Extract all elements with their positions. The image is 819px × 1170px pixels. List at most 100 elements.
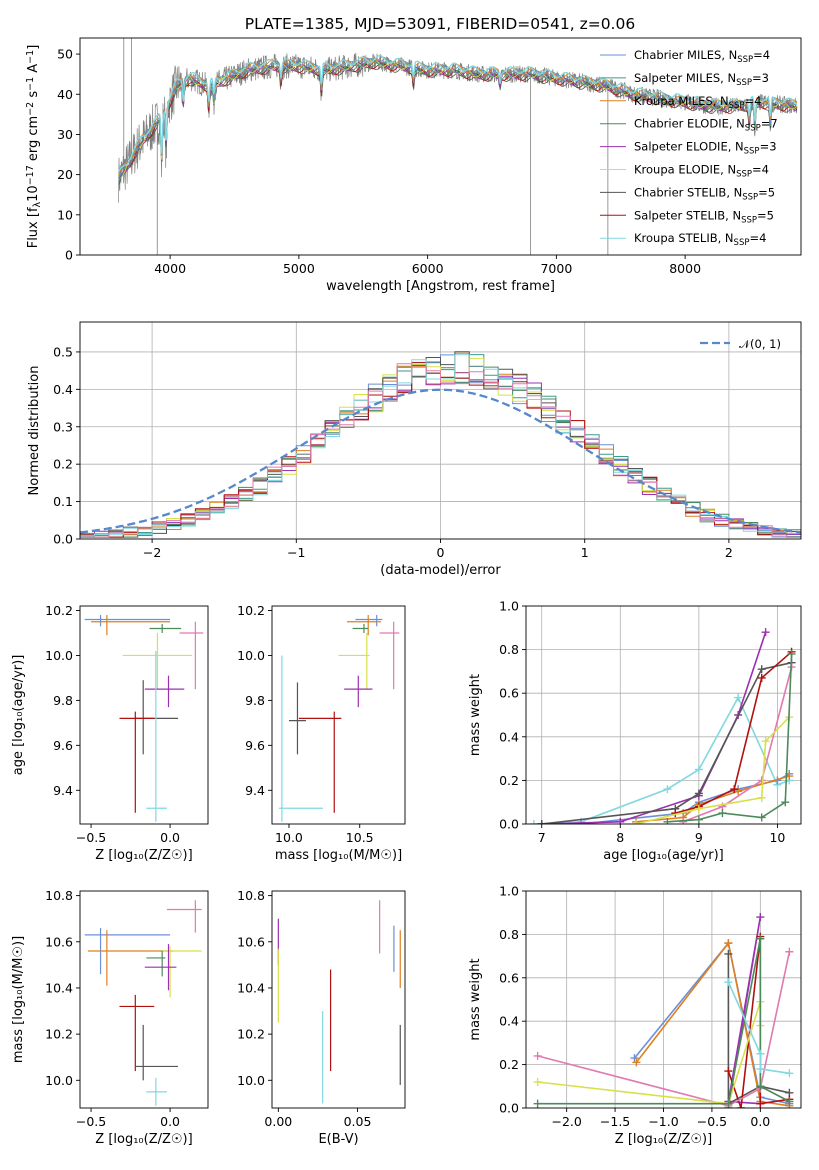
y-tick-label: 1.0 [499,599,519,614]
y-tick-label: 9.8 [245,693,265,708]
errorbar-kroupa-miles [346,614,381,636]
axes-frame [79,321,802,540]
weight-marker [761,628,770,637]
weight-marker [577,820,585,824]
x-axis-label: Z [log₁₀(Z/Z☉)] [95,848,192,863]
x-tick-label: −0.5 [76,830,106,845]
weight-series-chabrier-elodie [533,934,794,1108]
y-tick-label: 9.4 [245,783,265,798]
y-tick-label: 10.6 [45,934,73,949]
plot-area-z-mass [84,900,202,1106]
errorbar-chabrier-stelib [135,680,178,755]
x-tick-label: 4000 [154,261,186,276]
weight-series-chabrier-elodie [663,649,796,824]
y-tick-label: 0.4 [499,1014,519,1029]
errorbar-kroupa-stelib [146,1077,167,1106]
axes-frame [79,890,209,1109]
weight-marker [757,673,766,682]
errorbar-kroupa-miles [91,614,171,636]
axes-z-weight: −2.0 −1.5 −1.0 −0.5 0.0 0.0 0.2 0.4 0.6 0.8 1.0 Z [… [468,884,802,1147]
weight-marker [533,1077,542,1086]
y-tick-label: 0.0 [499,1101,519,1116]
weight-line [667,653,793,823]
weight-marker [537,820,546,824]
x-tick-label: −0.5 [76,1114,106,1129]
errorbar-chabrier-elodie [146,951,166,977]
x-tick-label: 8000 [669,261,701,276]
weight-line [537,951,791,1107]
weight-series-salpeter-stelib [671,647,796,818]
y-tick-label: 10.0 [45,1073,73,1088]
weight-marker [756,934,765,943]
x-tick-label: 9 [695,830,703,845]
spectrum-legend: Chabrier MILES, NSSP=4 Salpeter MILES, NS… [600,48,778,248]
legend-entry: Chabrier STELIB, NSSP=5 [634,185,775,202]
errorbar-salpeter-elodie [344,675,373,708]
weight-series-kroupa-stelib [724,978,794,1078]
x-tick-label: −2 [143,545,161,560]
errorbar-chabrier-miles [355,614,383,627]
plot-area-spectrum [118,38,798,255]
weight-marker [724,949,733,958]
errorbar-salpeter-stelib [119,711,155,813]
y-tick-label: 9.8 [53,693,73,708]
y-tick-label: 0.1 [53,494,73,509]
y-axis-label: mass weight [468,958,483,1040]
x-tick-label: 0.00 [264,1114,292,1129]
axes-z-age: −0.5 0.0 9.4 9.6 9.8 10.0 10.2 Z [log₁₀(Z/Z☉)] a… [11,603,209,863]
weight-marker [756,1099,765,1108]
weight-marker [756,913,765,922]
x-axis-label: E(B-V) [318,1132,358,1147]
y-axis-label: mass [log₁₀(M/M☉)] [11,936,26,1063]
weight-marker [694,789,703,798]
y-tick-label: 0.8 [499,642,519,657]
weight-marker [787,649,796,658]
weight-marker [785,947,794,956]
y-tick-label: 10.6 [237,934,265,949]
axes-spectrum: 4000 5000 6000 7000 8000 0 10 20 30 40 50 Chabrier … [25,37,802,294]
legend-entry: Kroupa STELIB, NSSP=4 [634,231,766,248]
y-tick-label: 10.2 [45,1027,73,1042]
weight-marker [757,793,766,802]
errorbar-pink [179,621,204,690]
axes-frame [79,605,209,825]
y-axis-label: Flux [fλ10−17 erg cm−2 s−1 A−1] [25,45,43,249]
weight-line [682,666,793,823]
plot-area-z-weight [526,891,801,1108]
axes-ebv-mass: 0.00 0.05 10.0 10.2 10.4 10.6 10.8 E(B-V) [237,888,406,1147]
figure-title: PLATE=1385, MJD=53091, FIBERID=0541, z=0… [245,15,635,33]
y-tick-label: 1.0 [499,884,519,899]
errorbar-salpeter-elodie [144,675,185,708]
x-axis-label: (data-model)/error [380,563,501,578]
errorbar-pink [166,900,202,933]
errorbar-chabrier-elodie [352,623,369,633]
plot-area-age-weight [526,606,801,824]
weight-marker [632,820,640,824]
weight-marker [694,815,703,824]
y-tick-label: 10 [57,207,73,222]
weight-marker [663,817,672,824]
weight-marker [785,1069,794,1078]
weight-line [727,981,790,1075]
legend-entry: Chabrier MILES, NSSP=4 [634,48,770,65]
y-tick-label: 0 [65,248,73,263]
x-axis-label: Z [log₁₀(Z/Z☉)] [615,1132,712,1147]
axes-frame [525,890,802,1109]
x-axis-label: mass [log₁₀(M/M☉)] [275,848,402,863]
y-tick-label: 10.2 [45,603,73,618]
weight-marker [757,665,766,674]
y-tick-label: 9.6 [245,738,265,753]
legend-entry: Salpeter STELIB, NSSP=5 [634,208,774,225]
errorbar-kroupa-elodie [122,632,193,690]
weight-marker [529,820,538,824]
x-tick-label: 0.0 [160,830,180,845]
weight-marker [616,817,625,824]
x-tick-label: 0.05 [344,1114,372,1129]
x-tick-label: 8 [616,830,624,845]
x-tick-label: −0.5 [697,1114,727,1129]
x-tick-label: 2 [725,545,733,560]
weight-marker [630,1054,639,1063]
y-axis-label: age [log₁₀(age/yr)] [11,655,26,776]
y-tick-label: 10.4 [237,980,265,995]
